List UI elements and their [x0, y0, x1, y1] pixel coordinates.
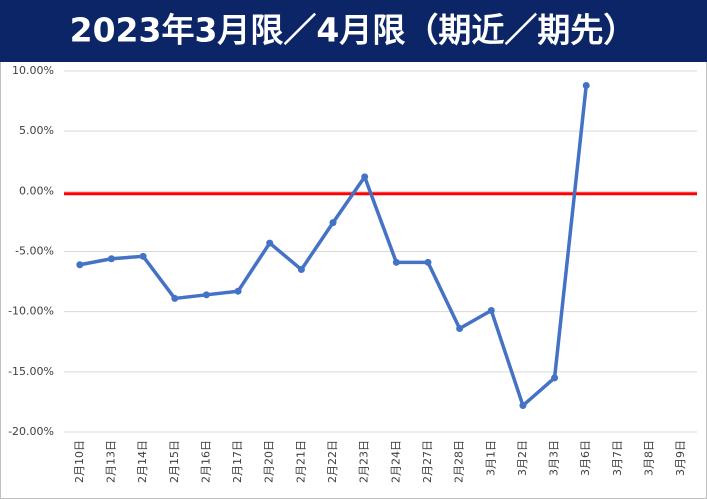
data-point	[234, 287, 242, 295]
y-tick-label: -20.00%	[8, 425, 54, 438]
y-tick-label: 0.00%	[19, 184, 54, 197]
x-tick-label: 2月20日	[263, 440, 276, 483]
y-tick-label: -10.00%	[8, 305, 54, 318]
x-tick-label: 2月14日	[136, 440, 149, 483]
data-point	[107, 255, 115, 263]
data-point	[171, 294, 179, 302]
x-tick-label: 3月8日	[643, 440, 656, 476]
y-tick-label: 10.00%	[12, 64, 54, 77]
x-tick-label: 2月23日	[358, 440, 371, 483]
data-point	[551, 374, 559, 382]
data-point	[424, 258, 432, 266]
data-point	[519, 402, 527, 410]
chart-title: 2023年3月限／4月限（期近／期先）	[70, 11, 637, 50]
x-tick-label: 2月27日	[421, 440, 434, 483]
data-point	[139, 252, 147, 260]
x-tick-label: 2月13日	[104, 440, 117, 483]
title-banner	[0, 0, 707, 62]
data-point	[392, 258, 400, 266]
x-tick-label: 2月10日	[73, 440, 86, 483]
x-tick-label: 3月7日	[611, 440, 624, 476]
data-point	[76, 261, 84, 269]
data-point	[202, 291, 210, 299]
y-tick-label: -15.00%	[8, 365, 54, 378]
data-point	[456, 325, 464, 333]
data-point	[487, 306, 495, 314]
x-tick-label: 2月24日	[389, 440, 402, 483]
data-point	[582, 81, 590, 89]
data-point	[297, 266, 305, 274]
data-point	[361, 173, 369, 181]
x-tick-label: 2月15日	[168, 440, 181, 483]
x-tick-label: 2月17日	[231, 440, 244, 483]
x-tick-label: 3月1日	[484, 440, 497, 476]
x-tick-label: 2月28日	[453, 440, 466, 483]
x-tick-label: 3月3日	[548, 440, 561, 476]
x-tick-label: 3月2日	[516, 440, 529, 476]
y-tick-label: 5.00%	[19, 124, 54, 137]
x-tick-label: 3月6日	[579, 440, 592, 476]
x-tick-label: 2月16日	[199, 440, 212, 483]
y-tick-label: -5.00%	[15, 245, 54, 258]
x-tick-label: 3月9日	[674, 440, 687, 476]
data-point	[329, 219, 337, 227]
data-point	[266, 239, 274, 247]
x-tick-label: 2月22日	[326, 440, 339, 483]
x-tick-label: 2月21日	[294, 440, 307, 483]
